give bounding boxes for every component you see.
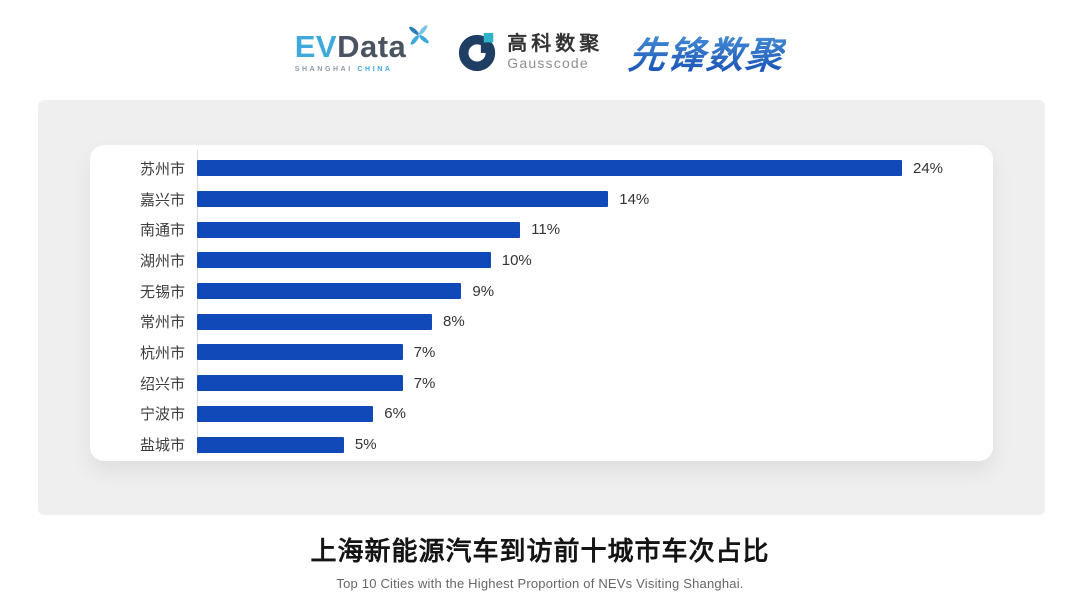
category-label: 杭州市 (139, 344, 185, 362)
category-label: 常州市 (139, 314, 185, 332)
value-label: 7% (413, 343, 436, 361)
chart-panel: 苏州市 24% 嘉兴市 14% 南通市 11% 湖州市 10% 无锡市 9% (38, 100, 1045, 515)
chart-row: 绍兴市 7% (90, 368, 993, 399)
bar-zone: 7% (197, 375, 993, 392)
category-label: 湖州市 (139, 252, 185, 270)
category-label: 无锡市 (139, 283, 185, 301)
evdata-logo: EV Data SHANGHAI CHINA (294, 25, 432, 73)
value-label: 8% (443, 313, 465, 331)
category-label: 苏州市 (139, 160, 185, 178)
value-label: 24% (913, 159, 944, 177)
bar-zone: 9% (197, 283, 993, 300)
bar (197, 344, 403, 361)
chart-row: 盐城市 5% (90, 429, 993, 460)
chart-row: 苏州市 24% (90, 153, 993, 184)
gausscode-g-icon (459, 31, 500, 72)
value-label: 5% (354, 436, 377, 454)
value-label: 6% (384, 405, 406, 423)
bar (197, 375, 403, 392)
value-label: 9% (472, 282, 495, 300)
evdata-tagline-china: CHINA (357, 66, 393, 73)
pinwheel-x-icon (409, 25, 430, 45)
bar (197, 221, 521, 238)
chart-row: 嘉兴市 14% (90, 184, 993, 215)
bar (197, 313, 432, 330)
bar-chart: 苏州市 24% 嘉兴市 14% 南通市 11% 湖州市 10% 无锡市 9% (90, 145, 993, 461)
bar-zone: 5% (197, 436, 993, 453)
bar-zone: 24% (197, 160, 993, 177)
evdata-wordmark: EV Data (294, 25, 432, 64)
y-axis-line (197, 150, 198, 455)
evdata-ev-text: EV (294, 29, 338, 64)
chart-row: 宁波市 6% (90, 399, 993, 430)
bar (197, 252, 491, 269)
bar (197, 405, 374, 422)
bar (197, 436, 344, 453)
chart-rows: 苏州市 24% 嘉兴市 14% 南通市 11% 湖州市 10% 无锡市 9% (90, 153, 993, 460)
chart-row: 南通市 11% (90, 214, 993, 245)
bar (197, 283, 462, 300)
evdata-data-text: Data (337, 29, 407, 64)
bar (197, 191, 609, 208)
value-label: 7% (413, 374, 436, 392)
category-label: 绍兴市 (139, 375, 185, 393)
chart-subtitle: Top 10 Cities with the Highest Proportio… (336, 576, 744, 591)
value-label: 10% (501, 251, 532, 269)
gausscode-en-name: Gausscode (507, 54, 589, 71)
pioneer-wordmark: 先锋数聚 (626, 25, 788, 79)
chart-row: 无锡市 9% (90, 276, 993, 307)
bar-zone: 11% (197, 221, 993, 238)
value-label: 11% (531, 221, 561, 239)
gausscode-text: 高科数聚 Gausscode (507, 33, 603, 72)
category-label: 盐城市 (139, 437, 185, 455)
evdata-tagline: SHANGHAI CHINA (295, 66, 393, 73)
bar-zone: 10% (197, 252, 993, 269)
bar-zone: 8% (197, 313, 993, 330)
bar-zone: 14% (197, 191, 993, 208)
chart-row: 常州市 8% (90, 306, 993, 337)
category-label: 南通市 (139, 222, 185, 240)
header-logo-strip: EV Data SHANGHAI CHINA 高科数聚 Gausscod (0, 16, 1080, 88)
evdata-tagline-shanghai: SHANGHAI (294, 66, 353, 73)
chart-row: 杭州市 7% (90, 337, 993, 368)
gausscode-logo: 高科数聚 Gausscode (457, 31, 603, 73)
category-label: 嘉兴市 (139, 191, 185, 209)
value-label: 14% (619, 190, 650, 208)
bar-zone: 6% (197, 405, 993, 422)
bar (197, 160, 902, 177)
chart-title: 上海新能源汽车到访前十城市车次占比 (310, 536, 770, 566)
bar-zone: 7% (197, 344, 993, 361)
category-label: 宁波市 (139, 406, 185, 424)
gausscode-cn-name: 高科数聚 (507, 32, 604, 55)
chart-row: 湖州市 10% (90, 245, 993, 276)
footer: 上海新能源汽车到访前十城市车次占比 Top 10 Cities with the… (0, 531, 1080, 591)
chart-card: 苏州市 24% 嘉兴市 14% 南通市 11% 湖州市 10% 无锡市 9% (90, 145, 993, 461)
